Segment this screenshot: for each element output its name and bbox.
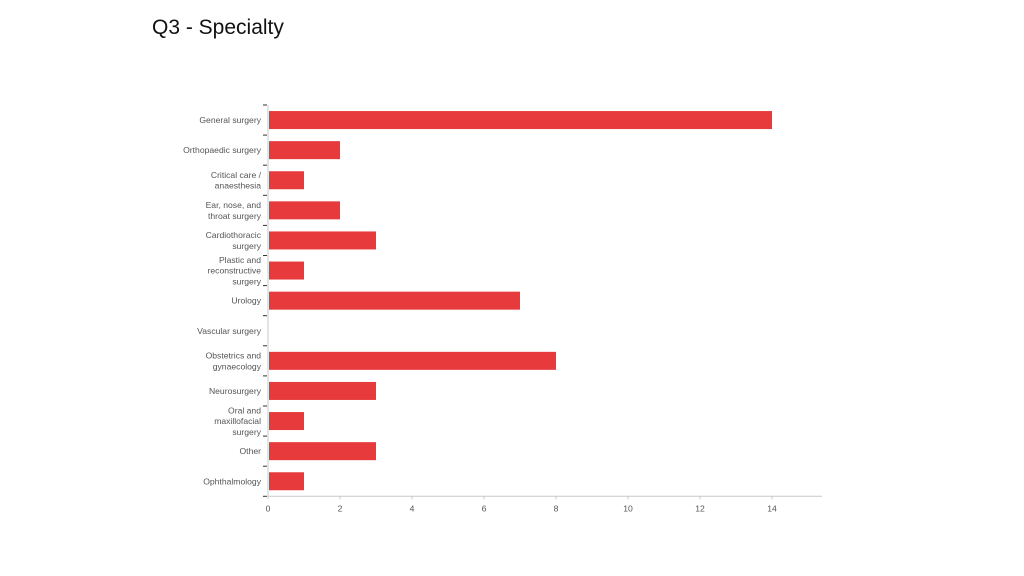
category-label: Cardiothoracic surgery [206,230,262,251]
category-label-line: reconstructive [208,266,262,276]
category-label-line: Obstetrics and [206,350,262,360]
bar [269,351,556,370]
x-tick-label: 2 [338,503,343,513]
bar [269,171,304,190]
bar [269,201,340,220]
x-tick-label: 0 [266,503,271,513]
bar [269,412,304,431]
category-label: Critical care / anaesthesia [211,170,262,191]
category-label-line: General surgery [199,115,261,125]
category-label: General surgery [199,115,261,125]
category-label-line: Other [240,446,262,456]
category-label: Other [240,446,262,456]
category-label-line: gynaecology [213,361,262,371]
category-label: Vascular surgery [197,326,262,336]
bar [269,141,340,160]
category-label: Ear, nose, and throat surgery [206,200,262,221]
category-label-line: Ophthalmology [203,476,262,486]
category-label-line: Orthopaedic surgery [183,145,262,155]
category-label: Orthopaedic surgery [183,145,262,155]
category-label: Urology [231,296,261,306]
category-label: Neurosurgery [209,386,262,396]
bar [269,472,304,491]
x-tick-label: 10 [623,503,633,513]
category-label-line: throat surgery [208,211,262,221]
category-label-line: Cardiothoracic [206,230,262,240]
x-tick-label: 6 [482,503,487,513]
x-tick-label: 14 [767,503,777,513]
category-label: Obstetrics and gynaecology [206,350,262,371]
bar [269,231,376,250]
category-label-line: Ear, nose, and [206,200,262,210]
category-label-line: surgery [232,276,261,286]
category-label-line: Neurosurgery [209,386,262,396]
slide-title: Q3 - Specialty [152,16,284,39]
category-label-line: surgery [232,427,261,437]
category-label-line: Oral and [228,405,261,415]
x-tick-label: 8 [554,503,559,513]
bar [269,111,772,130]
category-label-line: Vascular surgery [197,326,262,336]
category-label-line: anaesthesia [215,181,262,191]
bar [269,261,304,280]
bar [269,291,520,310]
category-label-line: maxillofacial [214,416,261,426]
category-label-line: Urology [231,296,261,306]
bar [269,442,376,461]
category-label-line: Plastic and [219,255,261,265]
category-label-line: Critical care / [211,170,262,180]
category-label: Ophthalmology [203,476,262,486]
category-label: Plastic and reconstructive surgery [208,255,262,287]
x-tick-label: 12 [695,503,705,513]
category-label: Oral and maxillofacial surgery [214,405,262,437]
bar [269,381,376,400]
category-label-line: surgery [232,241,261,251]
x-tick-label: 4 [410,503,415,513]
